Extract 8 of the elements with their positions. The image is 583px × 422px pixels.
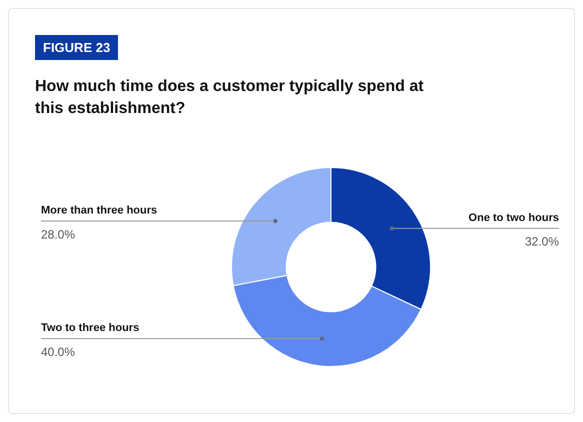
data-label: 28.0%	[41, 227, 76, 242]
data-label: 32.0%	[524, 234, 560, 249]
slice-label: Two to three hours	[41, 322, 140, 334]
data-label: 40.0%	[41, 344, 76, 359]
chart-title: How much time does a customer typically spend at this establishment?	[35, 77, 425, 119]
slice-label: One to two hours	[468, 212, 559, 224]
caption: FIGURE 23	[35, 35, 118, 60]
slice-label: More than three hours	[41, 204, 158, 217]
